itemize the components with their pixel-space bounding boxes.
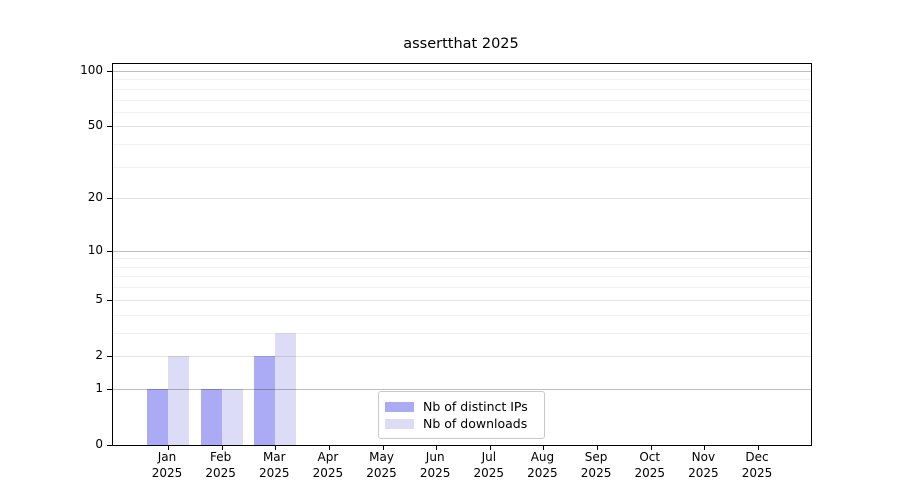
x-axis-label-sep: Sep 2025	[566, 450, 626, 481]
x-axis-tick-may	[382, 445, 384, 450]
minor-gridline-3	[113, 332, 811, 334]
month-label: May	[369, 450, 394, 464]
year-label: 2025	[151, 465, 183, 480]
year-label: 2025	[741, 465, 773, 480]
y-axis-label-0: 0	[95, 437, 103, 451]
x-axis-label-feb: Feb 2025	[191, 450, 251, 481]
year-label: 2025	[419, 465, 451, 480]
y-axis-tick-0	[107, 445, 113, 446]
x-axis-tick-mar	[275, 445, 277, 450]
month-label: Feb	[210, 450, 232, 464]
gridline-2	[113, 355, 811, 357]
minor-gridline-9	[113, 258, 811, 260]
x-axis-tick-dec	[757, 445, 759, 450]
year-label: 2025	[258, 465, 290, 480]
minor-gridline-8	[113, 266, 811, 268]
x-axis-label-may: May 2025	[352, 450, 412, 481]
month-label: Jul	[481, 450, 497, 464]
gridline-100	[113, 70, 811, 72]
gridline-1	[113, 388, 811, 390]
y-axis-label-5: 5	[95, 291, 103, 306]
x-axis-label-apr: Apr 2025	[298, 450, 358, 481]
y-axis-tick-1	[107, 388, 113, 390]
month-label: Oct	[639, 450, 661, 464]
y-axis-label-1: 1	[95, 380, 103, 395]
month-label: Aug	[530, 450, 555, 464]
minor-gridline-80	[113, 88, 811, 90]
x-axis-label-jun: Jun 2025	[405, 450, 465, 481]
x-axis-label-nov: Nov 2025	[673, 450, 733, 481]
minor-gridline-30	[113, 166, 811, 168]
month-label: Sep	[584, 450, 608, 464]
bar-distinct-ips-feb	[200, 388, 222, 445]
year-label: 2025	[205, 465, 236, 480]
month-label: Nov	[691, 450, 716, 464]
x-axis-tick-nov	[704, 445, 706, 450]
month-label: Jun	[425, 450, 445, 464]
y-axis-label-100: 100	[80, 62, 103, 77]
x-axis-tick-jul	[489, 445, 491, 450]
year-label: 2025	[688, 465, 719, 480]
plot-area	[107, 63, 812, 450]
year-label: 2025	[312, 465, 344, 480]
minor-gridline-40	[113, 144, 811, 146]
x-axis-tick-apr	[328, 445, 330, 450]
bar-downloads-mar	[275, 332, 297, 445]
x-axis-tick-jan	[168, 445, 169, 450]
year-label: 2025	[366, 465, 397, 480]
x-axis-tick-aug	[543, 445, 545, 450]
year-label: 2025	[527, 465, 558, 480]
y-axis-tick-5	[107, 299, 113, 301]
y-axis-tick-20	[107, 198, 113, 200]
minor-gridline-7	[113, 276, 811, 278]
gridline-20	[113, 198, 811, 200]
month-label: Mar	[262, 450, 286, 464]
legend-label: Nb of distinct IPs	[423, 399, 528, 414]
minor-gridline-6	[113, 287, 811, 289]
month-label: Dec	[745, 450, 769, 464]
legend-label: Nb of downloads	[423, 416, 528, 431]
y-axis-label-50: 50	[87, 118, 103, 133]
x-axis-label-mar: Mar 2025	[244, 450, 304, 481]
y-axis-tick-100	[107, 70, 113, 72]
y-axis-tick-10	[107, 250, 113, 252]
x-axis-tick-sep	[597, 445, 599, 450]
legend-entry-0: Nb of distinct IPs	[385, 398, 536, 415]
bar-distinct-ips-jan	[147, 388, 168, 445]
minor-gridline-70	[113, 99, 811, 101]
y-axis-label-2: 2	[95, 347, 103, 362]
bar-downloads-jan	[168, 355, 189, 445]
bar-downloads-feb	[221, 388, 243, 445]
x-axis-label-jan: Jan 2025	[137, 450, 197, 481]
x-axis-label-oct: Oct 2025	[620, 450, 680, 481]
legend-entry-1: Nb of downloads	[385, 415, 536, 432]
x-axis-label-aug: Aug 2025	[512, 450, 572, 481]
x-axis-label-jul: Jul 2025	[459, 450, 519, 481]
x-axis-label-dec: Dec 2025	[727, 450, 787, 481]
legend-swatch-icon	[385, 401, 414, 412]
y-axis-label-20: 20	[87, 190, 103, 205]
year-label: 2025	[473, 465, 505, 480]
gridline-50	[113, 126, 811, 128]
chart-title: assertthat 2025	[403, 36, 519, 52]
minor-gridline-4	[113, 314, 811, 316]
bar-distinct-ips-mar	[254, 355, 276, 445]
y-axis-label-10: 10	[87, 242, 103, 257]
x-axis-tick-feb	[221, 445, 223, 450]
legend-swatch-icon	[385, 418, 414, 429]
minor-gridline-90	[113, 79, 811, 81]
minor-gridline-60	[113, 111, 811, 113]
x-axis-tick-oct	[650, 445, 652, 450]
y-axis-tick-2	[107, 355, 113, 357]
year-label: 2025	[580, 465, 612, 480]
x-axis-tick-jun	[436, 445, 438, 450]
month-label: Apr	[317, 450, 339, 464]
gridline-10	[113, 250, 811, 252]
gridline-5	[113, 299, 811, 301]
year-label: 2025	[634, 465, 665, 480]
legend: Nb of distinct IPs Nb of downloads	[378, 391, 545, 439]
y-axis-tick-50	[107, 126, 113, 128]
month-label: Jan	[157, 450, 177, 464]
